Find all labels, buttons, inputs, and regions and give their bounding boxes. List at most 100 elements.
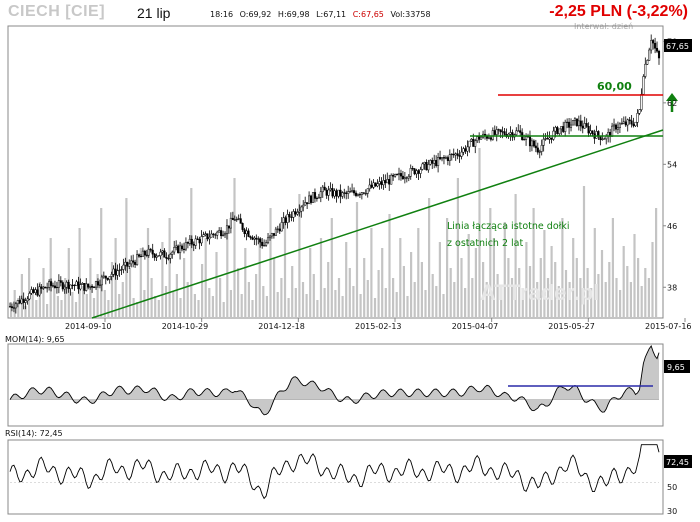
price-candle-body — [102, 275, 105, 278]
ohlc-readout: 18:16 O:69,92 H:69,98 L:67,11 C:67,65 Vo… — [210, 10, 435, 19]
price-candle-body — [104, 275, 107, 279]
volume-bar — [298, 194, 301, 318]
price-candle-body — [186, 242, 189, 244]
volume-bar — [215, 252, 218, 318]
volume-bar — [435, 286, 438, 318]
price-candle-body — [403, 177, 406, 180]
price-candle-body — [423, 162, 426, 165]
price-candle-body — [503, 131, 506, 135]
price-candle-body — [216, 231, 219, 236]
price-candle-body — [464, 148, 467, 152]
price-candle-body — [568, 121, 571, 128]
price-candle-body — [433, 160, 436, 164]
price-candle-body — [270, 233, 273, 237]
volume-bar — [283, 222, 287, 318]
price-candle-body — [134, 262, 137, 265]
volume-bar — [604, 282, 607, 318]
volume-bar — [600, 250, 604, 318]
price-candle-body — [18, 300, 21, 304]
price-candle-body — [149, 248, 152, 251]
volume-bar — [525, 242, 528, 318]
volume-bar — [305, 294, 308, 318]
volume-bar — [655, 208, 658, 318]
price-candle-body — [429, 160, 432, 165]
price-candle-body — [573, 118, 576, 121]
price-candle-body — [202, 234, 205, 237]
volume-bar — [355, 202, 359, 318]
price-candle-body — [415, 170, 418, 175]
price-candle-body — [249, 236, 252, 238]
price-candle-body — [343, 192, 346, 194]
price-candle-body — [562, 126, 565, 132]
price-candle-body — [286, 214, 289, 223]
price-candle-body — [237, 218, 240, 220]
price-candle-body — [333, 190, 336, 197]
price-candle-body — [396, 174, 399, 176]
price-candle-body — [630, 120, 633, 125]
volume-bar — [334, 290, 337, 318]
volume-bar — [417, 228, 420, 318]
volume-bar — [586, 268, 589, 318]
price-y-tick-label: 54 — [667, 160, 677, 169]
volume-bar — [478, 148, 481, 318]
price-candle-body — [468, 140, 471, 148]
volume-bar — [366, 280, 369, 318]
price-candle-body — [120, 269, 123, 271]
volume-bar — [446, 218, 449, 318]
price-candle-body — [184, 242, 187, 250]
price-candle-body — [75, 281, 78, 286]
volume-bar — [71, 292, 74, 318]
price-candle-body — [327, 189, 330, 196]
volume-bar — [154, 296, 157, 318]
price-candle-body — [313, 192, 317, 199]
price-candle-body — [550, 137, 553, 140]
volume-bar — [647, 278, 650, 318]
price-candle-body — [534, 145, 537, 149]
volume-bar — [258, 238, 261, 318]
volume-bar — [74, 302, 78, 318]
volume-bar — [193, 294, 196, 318]
trend-line — [91, 129, 664, 319]
price-candle-body — [460, 151, 463, 157]
volume-bar — [28, 258, 31, 318]
price-candle-body — [476, 136, 479, 142]
volume-bar — [219, 278, 222, 318]
price-candle-body — [638, 109, 641, 114]
price-candle-body — [622, 121, 625, 124]
price-candle-body — [620, 123, 623, 125]
price-candle-body — [220, 230, 223, 237]
price-candle-body — [85, 283, 88, 291]
price-candle-body — [474, 140, 477, 147]
volume-bar — [438, 242, 441, 318]
price-candle-body — [345, 192, 348, 194]
open-value: O:69,92 — [239, 10, 272, 19]
volume-bar — [301, 282, 305, 318]
price-candle-body — [188, 238, 191, 244]
price-y-tick-label: 62 — [667, 99, 677, 108]
price-candle-body — [214, 234, 217, 236]
price-candle-body — [388, 179, 391, 185]
volume-bar — [247, 282, 250, 318]
price-candle-body — [530, 140, 533, 147]
volume-bar — [291, 266, 294, 318]
price-candle-body — [378, 181, 381, 185]
price-candle-body — [579, 120, 582, 127]
price-candle-body — [611, 125, 614, 137]
price-candle-body — [239, 218, 242, 224]
price-candle-body — [362, 192, 365, 194]
volume-bar — [92, 298, 96, 318]
price-candle-body — [640, 94, 643, 110]
volume-bar — [172, 292, 175, 318]
price-candle-body — [116, 270, 119, 276]
volume-bar — [611, 218, 614, 318]
price-candle-body — [175, 245, 178, 248]
volume-bar — [121, 282, 124, 318]
price-candle-body — [636, 113, 639, 123]
price-candle-body — [356, 194, 360, 196]
price-candle-body — [558, 128, 561, 134]
price-candle-body — [616, 127, 619, 130]
volume-bar — [128, 268, 132, 318]
price-y-tick-label: 46 — [667, 222, 677, 231]
price-candle-body — [151, 249, 154, 255]
